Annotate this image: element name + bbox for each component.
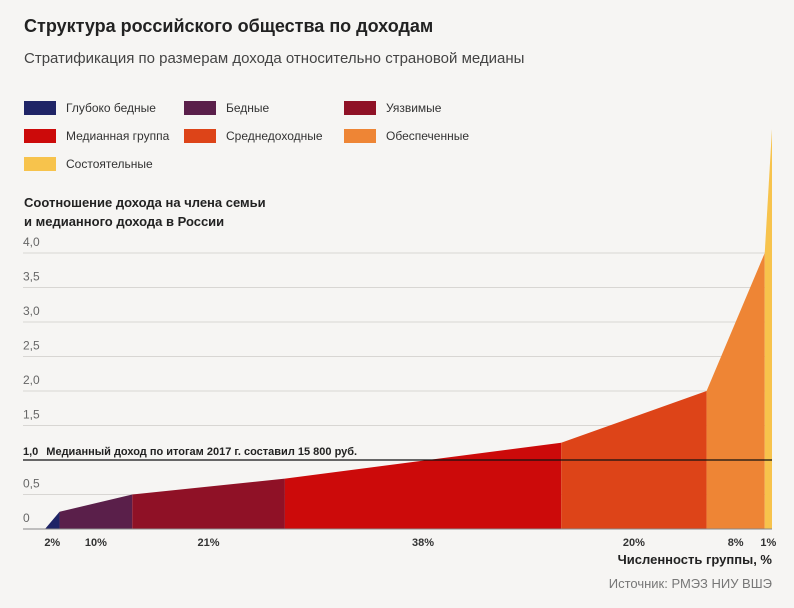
legend-swatch <box>24 101 56 115</box>
legend-swatch <box>24 129 56 143</box>
area-segment-3 <box>132 478 285 529</box>
legend-item: Обеспеченные <box>344 129 469 143</box>
share-label: 20% <box>623 537 645 549</box>
area-segment-6 <box>706 253 765 529</box>
legend-label: Медианная группа <box>66 129 170 143</box>
chart-subtitle: Стратификация по размерам дохода относит… <box>24 50 525 67</box>
area-segment-7 <box>764 128 772 530</box>
legend-swatch <box>24 157 56 171</box>
legend-item: Медианная группа <box>24 129 169 143</box>
y-tick-label: 0,5 <box>23 477 40 491</box>
share-label: 38% <box>412 537 434 549</box>
y-tick-label: 3,5 <box>23 270 40 284</box>
median-line-label: 1,0 Медианный доход по итогам 2017 г. сос… <box>23 446 357 458</box>
legend-label: Бедные <box>226 101 270 115</box>
y-axis-label-line2: и медианного дохода в России <box>24 214 225 229</box>
y-axis-label-line1: Соотношение дохода на члена семьи <box>24 195 266 210</box>
legend-label: Состоятельные <box>66 157 153 171</box>
legend-label: Глубоко бедные <box>66 101 156 115</box>
y-tick-label: 2,0 <box>23 373 40 387</box>
legend-swatch <box>184 101 216 115</box>
y-tick-label: 2,5 <box>23 339 40 353</box>
area-segment-4 <box>284 442 562 529</box>
legend-swatch <box>344 129 376 143</box>
legend-label: Уязвимые <box>386 101 442 115</box>
legend-swatch <box>344 101 376 115</box>
y-tick-label: 1,5 <box>23 408 40 422</box>
share-label: 8% <box>728 537 744 549</box>
x-axis-label: Численность группы, % <box>617 552 772 567</box>
legend-item: Среднедоходные <box>184 129 323 143</box>
y-tick-label: 3,0 <box>23 304 40 318</box>
area-segment-1 <box>45 511 60 529</box>
legend-label: Обеспеченные <box>386 129 469 143</box>
area-segment-2 <box>59 494 133 529</box>
legend-item: Состоятельные <box>24 157 153 171</box>
share-label: 2% <box>44 537 60 549</box>
y-axis-label: Соотношение дохода на члена семьи и меди… <box>24 193 266 231</box>
share-label: 21% <box>198 537 220 549</box>
chart-title: Структура российского общества по дохода… <box>24 16 434 36</box>
y-tick-label: 1,0 <box>23 446 38 458</box>
median-note: Медианный доход по итогам 2017 г. состав… <box>46 446 357 458</box>
legend-swatch <box>184 129 216 143</box>
share-label: 10% <box>85 537 107 549</box>
legend-item: Глубоко бедные <box>24 101 156 115</box>
legend-item: Уязвимые <box>344 101 441 115</box>
share-label: 1% <box>760 537 776 549</box>
legend-item: Бедные <box>184 101 269 115</box>
source-note: Источник: РМЭЗ НИУ ВШЭ <box>608 576 772 591</box>
y-tick-label: 0 <box>23 511 30 525</box>
legend-label: Среднедоходные <box>226 129 323 143</box>
y-tick-label: 4,0 <box>23 235 40 249</box>
